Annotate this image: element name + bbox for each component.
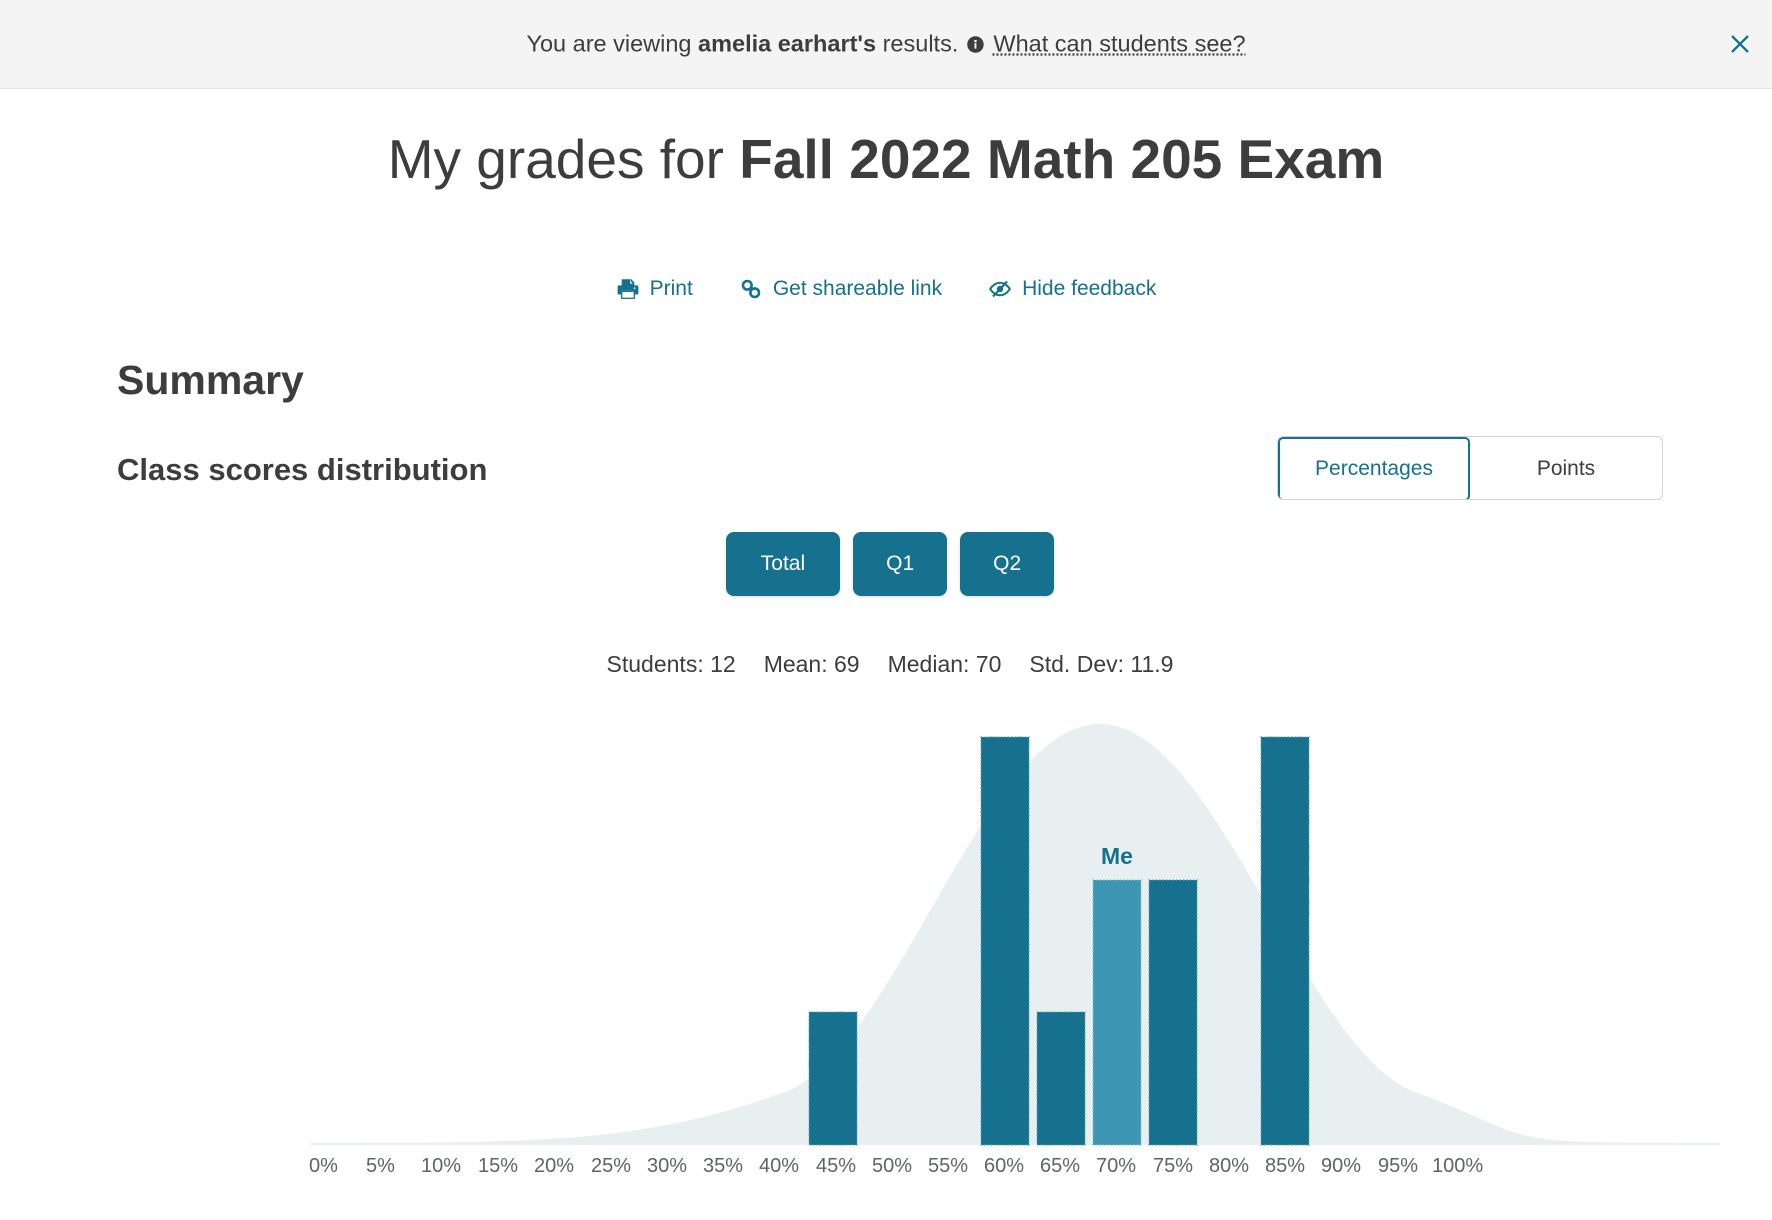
svg-text:15%: 15% [478, 1155, 518, 1177]
svg-text:25%: 25% [591, 1155, 631, 1177]
svg-text:5%: 5% [366, 1155, 395, 1177]
svg-text:45%: 45% [816, 1155, 856, 1177]
svg-text:70%: 70% [1096, 1155, 1136, 1177]
svg-text:60%: 60% [984, 1155, 1024, 1177]
svg-text:75%: 75% [1153, 1155, 1193, 1177]
svg-text:Me: Me [1101, 843, 1133, 869]
svg-text:50%: 50% [872, 1155, 912, 1177]
svg-text:80%: 80% [1209, 1155, 1249, 1177]
svg-text:100%: 100% [1432, 1155, 1483, 1177]
svg-text:30%: 30% [647, 1155, 687, 1177]
svg-text:95%: 95% [1378, 1155, 1418, 1177]
svg-text:85%: 85% [1265, 1155, 1305, 1177]
svg-text:35%: 35% [703, 1155, 743, 1177]
svg-text:55%: 55% [928, 1155, 968, 1177]
svg-text:40%: 40% [759, 1155, 799, 1177]
svg-text:20%: 20% [534, 1155, 574, 1177]
svg-text:0%: 0% [309, 1155, 338, 1177]
svg-text:65%: 65% [1040, 1155, 1080, 1177]
svg-text:10%: 10% [421, 1155, 461, 1177]
svg-text:90%: 90% [1321, 1155, 1361, 1177]
